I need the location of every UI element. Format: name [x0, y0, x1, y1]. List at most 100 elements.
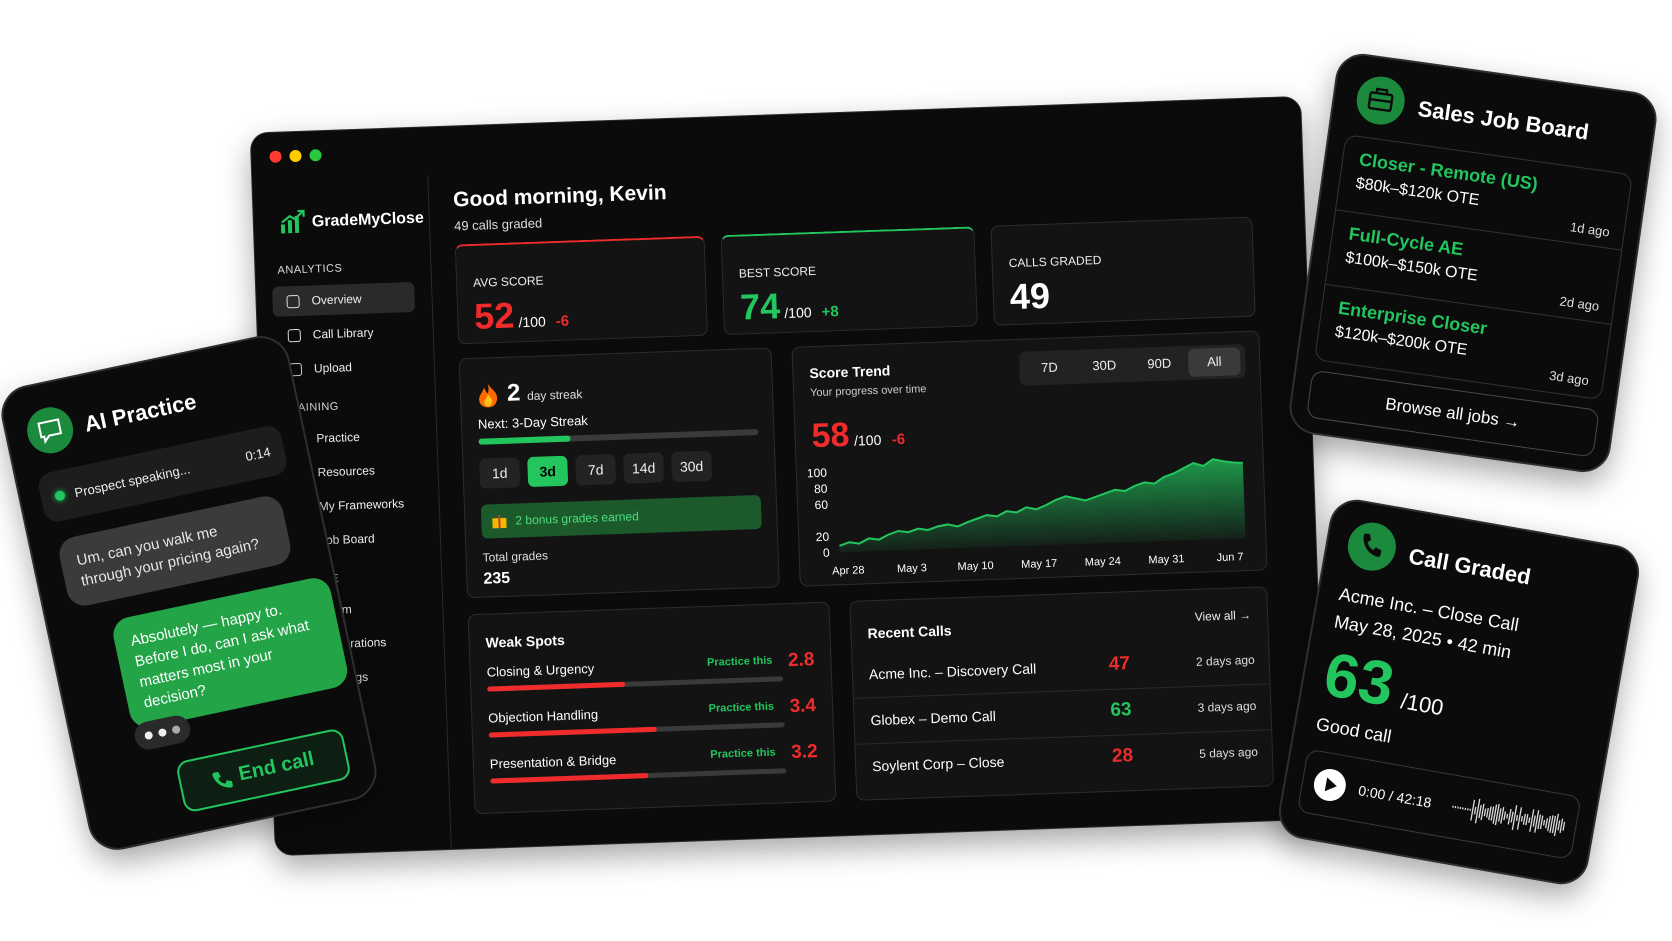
nav-item[interactable]: Call Library — [273, 316, 416, 351]
bonus-text: 2 bonus grades earned — [515, 509, 639, 528]
view-all-link[interactable]: View all → — [1194, 607, 1252, 624]
ai-practice-card: AI Practice Prospect speaking... 0:14 Um… — [0, 330, 383, 856]
trend-subtitle: Your progress over time — [809, 383, 927, 400]
weak-spot-bar — [487, 681, 626, 692]
weak-spots-card: Weak Spots Closing & Urgency Practice thi… — [467, 601, 837, 815]
call-score: 28 — [1111, 745, 1134, 767]
streak-next: Next: 3-Day Streak — [477, 412, 589, 432]
logo-arrow — [281, 209, 305, 224]
sidebar: GradeMyClose ANALYTICS Overview Call Libra… — [252, 175, 452, 856]
practice-link[interactable]: Practice this — [710, 746, 776, 761]
stat-unit: /100 — [518, 313, 547, 331]
nav-item[interactable]: Overview — [272, 281, 416, 317]
stat-card: AVG SCORE 52/100 -6 — [454, 235, 709, 345]
wave-bar — [1520, 816, 1524, 822]
streak-range-button[interactable]: 1d — [479, 457, 521, 489]
streak-range-button[interactable]: 14d — [623, 452, 665, 484]
logo-bar — [280, 224, 286, 234]
wave-bar — [1549, 815, 1554, 833]
trend-range-button[interactable]: 7D — [1040, 359, 1058, 376]
graded-score: 63 /100 — [1319, 639, 1452, 730]
x-tick-label: May 17 — [1021, 558, 1057, 571]
audio-time: 0:00 / 42:18 — [1357, 782, 1433, 811]
stat-delta: -6 — [555, 312, 570, 331]
practice-link[interactable]: Practice this — [706, 654, 773, 669]
bonus-banner: 2 bonus grades earned — [480, 494, 762, 539]
practice-link[interactable]: Practice this — [708, 700, 775, 715]
icon-handle — [1369, 87, 1392, 104]
call-when: 2 days ago — [1195, 652, 1255, 669]
job-age: 3d ago — [1548, 367, 1590, 389]
streak-card: 2 day streak Next: 3-Day Streak 2 bonus … — [458, 347, 780, 599]
audio-player: 0:00 / 42:18 — [1296, 748, 1582, 860]
stat-unit: /100 — [784, 304, 812, 322]
stat-row — [251, 97, 1300, 134]
end-call-button[interactable]: End call — [174, 727, 353, 814]
stat-value-row: 49 — [1009, 275, 1050, 318]
typing-dot — [157, 727, 168, 738]
stat-label: CALLS GRADED — [1008, 252, 1102, 271]
recent-calls-title: Recent Calls — [867, 622, 952, 642]
wave-bar — [1562, 821, 1566, 831]
call-name: Acme Inc. – Discovery Call — [868, 660, 1037, 683]
end-call-label: End call — [236, 747, 317, 786]
trend-range-control: 7D 30D 90D All — [1018, 343, 1246, 386]
weak-spot-score: 3.2 — [790, 741, 819, 764]
trend-range-button[interactable]: 90D — [1147, 355, 1172, 372]
streak-progress-fill — [478, 435, 571, 445]
window-minimize[interactable] — [289, 149, 302, 163]
status-timer: 0:14 — [244, 444, 272, 465]
call-icon — [1347, 522, 1396, 571]
status-dot — [54, 489, 66, 502]
nav-label: Resources — [317, 463, 376, 480]
streak-count: 2 — [506, 379, 521, 407]
nav-item[interactable]: Upload — [274, 350, 417, 385]
streak-range-button[interactable]: 3d — [527, 455, 569, 488]
play-triangle — [1324, 777, 1337, 792]
wave-bar — [1488, 806, 1492, 821]
weak-spot-score: 3.4 — [789, 695, 817, 718]
wave-bar — [1551, 815, 1557, 834]
weak-spot-score: 2.8 — [787, 649, 815, 672]
nav-section: ANALYTICS — [277, 262, 343, 277]
wave-bar — [1522, 813, 1526, 825]
y-tick-label: 20 — [816, 530, 830, 544]
weak-spot-name: Closing & Urgency — [486, 660, 595, 680]
job-age: 1d ago — [1569, 219, 1611, 240]
gift-ribbon — [498, 515, 501, 529]
recent-calls-card: Recent Calls View all → Acme Inc. – Disc… — [849, 586, 1275, 801]
phone-shape — [212, 771, 233, 788]
stat-value: 52 — [473, 294, 515, 337]
trend-range-button[interactable]: All — [1187, 347, 1241, 377]
job-age: 2d ago — [1558, 293, 1601, 314]
stat-value: 49 — [1009, 274, 1051, 318]
trend-range-button[interactable]: 30D — [1092, 357, 1117, 374]
wave-bar — [1503, 811, 1507, 821]
greeting-subtitle: 49 calls graded — [453, 215, 543, 234]
flame-inner — [484, 394, 493, 407]
chat-icon — [27, 407, 74, 454]
job-board-card: Sales Job Board Closer - Remote (US) $80k… — [1285, 50, 1661, 476]
play-button[interactable] — [1310, 765, 1349, 804]
window-maximize[interactable] — [309, 149, 322, 162]
typing-dot — [171, 724, 181, 735]
window-close[interactable] — [269, 150, 282, 163]
wave-bar — [1532, 815, 1536, 827]
call-name: Soylent Corp – Close — [871, 753, 1005, 775]
weak-spots-title: Weak Spots — [485, 631, 565, 651]
wave-bar — [1534, 810, 1540, 833]
dashboard-window: GradeMyClose ANALYTICS Overview Call Libra… — [249, 95, 1327, 857]
wave-bar — [1485, 807, 1489, 818]
stat-delta: +8 — [821, 303, 839, 321]
waveform — [1452, 798, 1566, 837]
total-label: Total grades — [482, 548, 549, 565]
streak-range-button[interactable]: 7d — [575, 454, 617, 486]
icon-phone — [1363, 533, 1382, 557]
streak-range-button[interactable]: 30d — [671, 450, 713, 483]
y-tick-label: 60 — [814, 498, 828, 512]
streak-label: day streak — [526, 387, 583, 404]
status-text: Prospect speaking... — [73, 461, 192, 501]
wave-bar — [1539, 815, 1544, 830]
